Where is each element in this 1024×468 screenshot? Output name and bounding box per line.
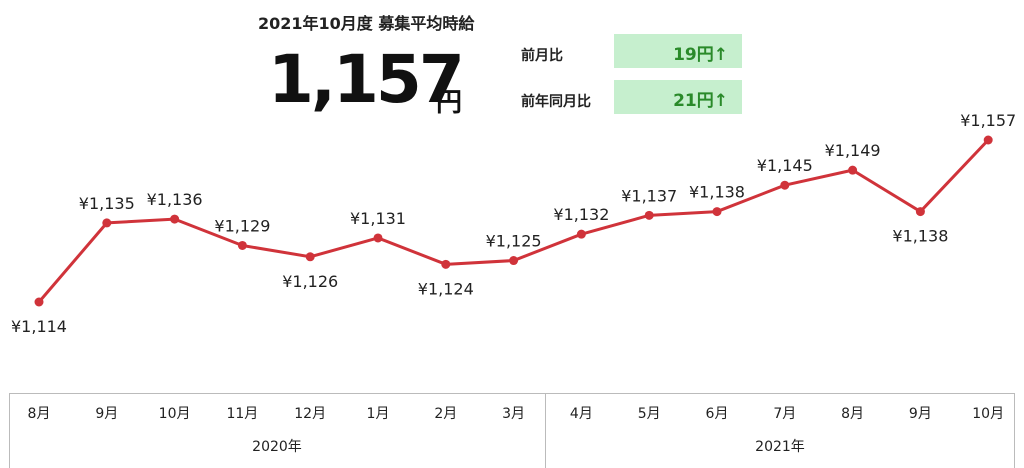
- month-over-month-value: 19円↑: [673, 45, 728, 65]
- x-tick-label: 2月: [434, 406, 458, 422]
- chart-title: 2021年10月度 募集平均時給: [258, 14, 475, 33]
- data-label: ¥1,114: [11, 317, 67, 336]
- data-point: [780, 180, 790, 190]
- data-label: ¥1,135: [79, 194, 135, 213]
- data-label: ¥1,157: [960, 111, 1016, 130]
- year-divider: [545, 393, 546, 468]
- data-label: ¥1,132: [553, 205, 609, 224]
- data-label: ¥1,126: [282, 272, 338, 291]
- x-tick-label: 4月: [569, 406, 593, 422]
- data-point: [237, 240, 247, 250]
- data-label: ¥1,125: [486, 232, 542, 251]
- data-label: ¥1,131: [350, 209, 406, 228]
- x-tick-label: 5月: [637, 406, 661, 422]
- data-label: ¥1,137: [621, 186, 677, 205]
- data-point: [305, 252, 315, 262]
- data-label: ¥1,138: [892, 227, 948, 246]
- data-point: [170, 214, 180, 224]
- x-tick-label: 11月: [226, 406, 259, 422]
- x-tick-label: 12月: [294, 406, 327, 422]
- current-average-wage: 1,157: [268, 41, 465, 118]
- current-average-wage-unit: 円: [436, 88, 463, 118]
- data-label: ¥1,145: [757, 156, 813, 175]
- x-tick-label: 7月: [773, 406, 797, 422]
- data-point: [102, 218, 112, 228]
- x-tick-label: 6月: [705, 406, 729, 422]
- month-over-month-badge: 19円↑: [614, 34, 742, 68]
- x-year-label: 2021年: [755, 439, 805, 455]
- data-label: ¥1,138: [689, 183, 745, 202]
- x-tick-label: 9月: [908, 406, 932, 422]
- month-over-month-label: 前月比: [521, 48, 563, 64]
- data-point: [915, 207, 925, 217]
- year-over-year-badge: 21円↑: [614, 80, 742, 114]
- year-over-year-value: 21円↑: [673, 91, 728, 111]
- data-point: [509, 256, 519, 266]
- year-over-year-label: 前年同月比: [521, 94, 591, 110]
- x-tick-label: 3月: [502, 406, 526, 422]
- x-tick-label: 8月: [841, 406, 865, 422]
- x-tick-label: 8月: [27, 406, 51, 422]
- series-line: [37, 138, 990, 303]
- x-tick-label: 1月: [366, 406, 390, 422]
- data-point: [644, 210, 654, 220]
- x-tick-label: 10月: [158, 406, 191, 422]
- data-point: [34, 297, 44, 307]
- wage-line-chart: ¥1,114 ¥1,135 ¥1,136 ¥1,129 ¥1,126 ¥1,131 ¥1,1…: [11, 111, 1016, 336]
- x-tick-label: 10月: [972, 406, 1005, 422]
- data-point: [373, 233, 383, 243]
- data-label: ¥1,124: [418, 279, 474, 298]
- data-label: ¥1,129: [214, 216, 270, 235]
- data-point: [441, 259, 451, 269]
- data-label: ¥1,136: [147, 190, 203, 209]
- x-axis-table: [9, 393, 1015, 468]
- x-year-label: 2020年: [252, 439, 302, 455]
- x-tick-label: 9月: [95, 406, 119, 422]
- data-point: [712, 207, 722, 217]
- data-point: [983, 135, 993, 145]
- data-point: [848, 165, 858, 175]
- data-point: [576, 229, 586, 239]
- data-label: ¥1,149: [825, 141, 881, 160]
